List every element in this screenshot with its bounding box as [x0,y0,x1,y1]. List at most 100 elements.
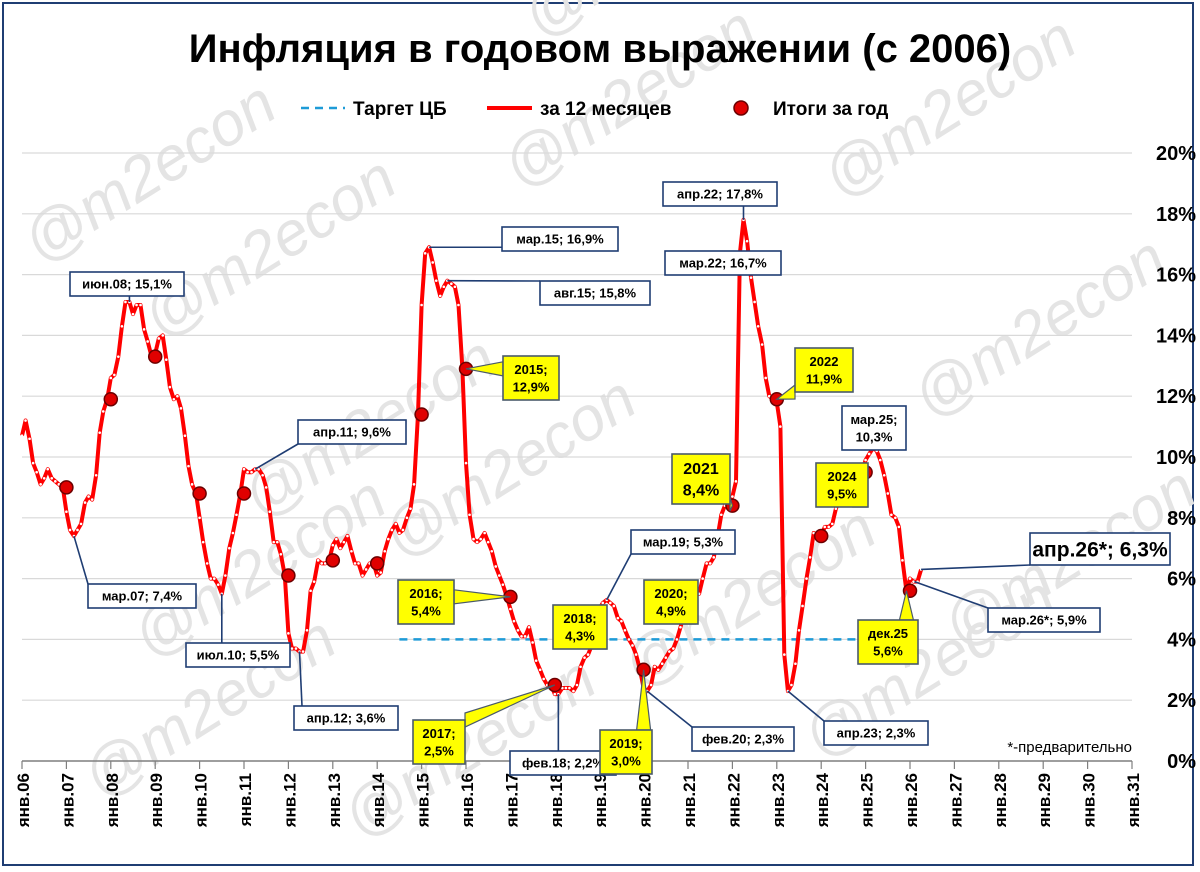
monthly-point [216,583,220,586]
monthly-point [113,373,116,377]
monthly-point [534,659,538,662]
monthly-point [187,464,190,468]
annual-annotation-label: 2019; 3,0% [599,669,653,775]
annual-point [369,556,385,571]
callout-text: апр.11; 9,6% [313,425,391,440]
x-tick-label: янв.28 [991,773,1010,828]
x-tick-label: янв.19 [591,773,610,828]
annotation-label: фев.18; 2,2% [509,694,617,776]
monthly-point [323,562,327,565]
callout-box [841,405,907,451]
annotation-label: мар.19; 5,3% [606,529,736,601]
footnote: *-предварительно [1007,739,1132,756]
y-tick-label: 16% [1156,265,1196,287]
callout-text: дек.25 [868,626,908,641]
monthly-point [731,495,734,498]
monthly-point [749,276,753,279]
monthly-point [98,431,101,434]
monthly-point [805,577,808,580]
x-tick-label: янв.12 [280,773,299,828]
monthly-point [675,638,679,641]
monthly-point [375,574,379,577]
monthly-point [760,343,764,346]
monthly-point [649,683,653,687]
callout-text: 12,9% [513,379,550,394]
monthly-point [39,483,42,486]
callout-text: 2021 [683,461,719,478]
legend-annual-label: Итоги за год [773,99,888,120]
monthly-point [779,425,782,428]
callout-box [87,583,197,609]
x-tick-label: янв.24 [813,772,832,828]
monthly-point [161,334,165,337]
monthly-point [450,282,453,286]
monthly-point [198,516,201,520]
callout-text: 4,3% [565,628,595,643]
annotation-label: мар.15; 16,9% [429,226,619,252]
x-tick-label: янв.14 [369,772,388,828]
monthly-point [42,476,46,480]
callout-box [69,271,185,297]
monthly-point [812,531,815,535]
monthly-point [398,531,401,535]
callout-text: мар.25; [850,412,897,427]
monthly-point [405,516,409,520]
monthly-point [420,303,423,307]
latest-value-label: апр.26*; 6,3% [921,532,1171,571]
x-tick-label: янв.09 [147,773,166,828]
monthly-point [172,397,176,401]
callout-box [671,453,731,505]
monthly-point [897,525,901,529]
monthly-point [572,689,575,693]
monthly-point [908,577,912,580]
monthly-point [509,607,512,611]
monthly-point [672,647,675,650]
monthly-point [886,492,890,495]
x-tick-label: янв.22 [724,773,743,828]
monthly-point [24,419,27,422]
x-tick-label: янв.07 [58,773,77,828]
callout-text: апр.26*; 6,3% [1032,539,1168,562]
monthly-point [494,565,498,568]
legend: Таргет ЦБ за 12 месяцев Итоги за год [301,99,888,120]
monthly-point [801,604,804,608]
callout-text: мар.19; 5,3% [643,535,724,550]
annotation-label: апр.22; 17,8% [662,181,778,220]
monthly-point [279,552,283,556]
x-tick-label: янв.29 [1035,773,1054,828]
callout-text: авг.15; 15,8% [554,286,637,301]
callout-text: июн.08; 15,1% [82,277,172,292]
x-tick-label: янв.18 [547,773,566,828]
monthly-point [538,668,542,672]
monthly-point [276,540,279,544]
gridlines: 0% 2% 4% 6% 8% 10% 12% 14% 16% 18% 20% [22,143,1196,773]
monthly-point [457,303,460,307]
monthly-point [205,562,209,565]
monthly-point [616,616,620,620]
callout-text: 2016; [409,586,442,601]
monthly-point [228,546,231,550]
callout-text: 3,0% [611,753,641,768]
monthly-point [90,498,94,501]
x-tick-label: янв.27 [946,773,965,828]
monthly-point [523,635,527,638]
monthly-point [764,376,767,380]
monthly-point [139,303,142,307]
callout-text: 8,4% [683,483,719,500]
monthly-point [168,385,172,389]
monthly-point [438,294,442,298]
monthly-point [878,458,882,462]
monthly-point [882,473,886,477]
monthly-point [183,434,187,438]
monthly-point [357,562,360,565]
y-tick-label: 6% [1167,569,1196,591]
monthly-point [831,522,834,526]
monthly-point [912,580,915,583]
monthly-point [290,647,294,650]
monthly-point [242,467,246,471]
monthly-point [224,574,227,577]
monthly-point [601,601,605,605]
series-monthly-markers [20,218,923,696]
monthly-point [783,653,786,656]
monthly-point [294,647,298,650]
